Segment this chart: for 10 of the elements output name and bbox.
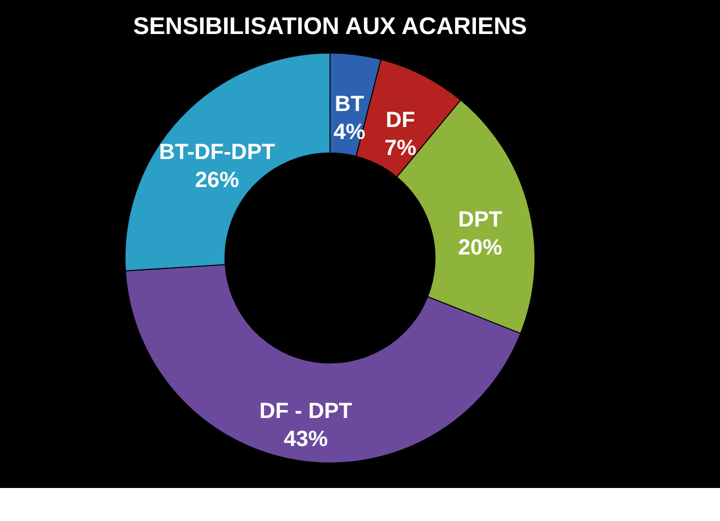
slice-label: DPT [458,206,503,232]
data-label: 20% [458,234,502,260]
slice-label: BT-DF-DPT [158,138,276,164]
chart-title: SENSIBILISATION AUX ACARIENS [133,13,527,40]
data-label: 26% [194,166,240,192]
slice-label: BT [334,91,365,116]
slice-label: DF [386,106,416,132]
data-label: 7% [384,134,416,160]
slice-label: DF - DPT [259,398,353,424]
data-label: 43% [284,426,328,452]
